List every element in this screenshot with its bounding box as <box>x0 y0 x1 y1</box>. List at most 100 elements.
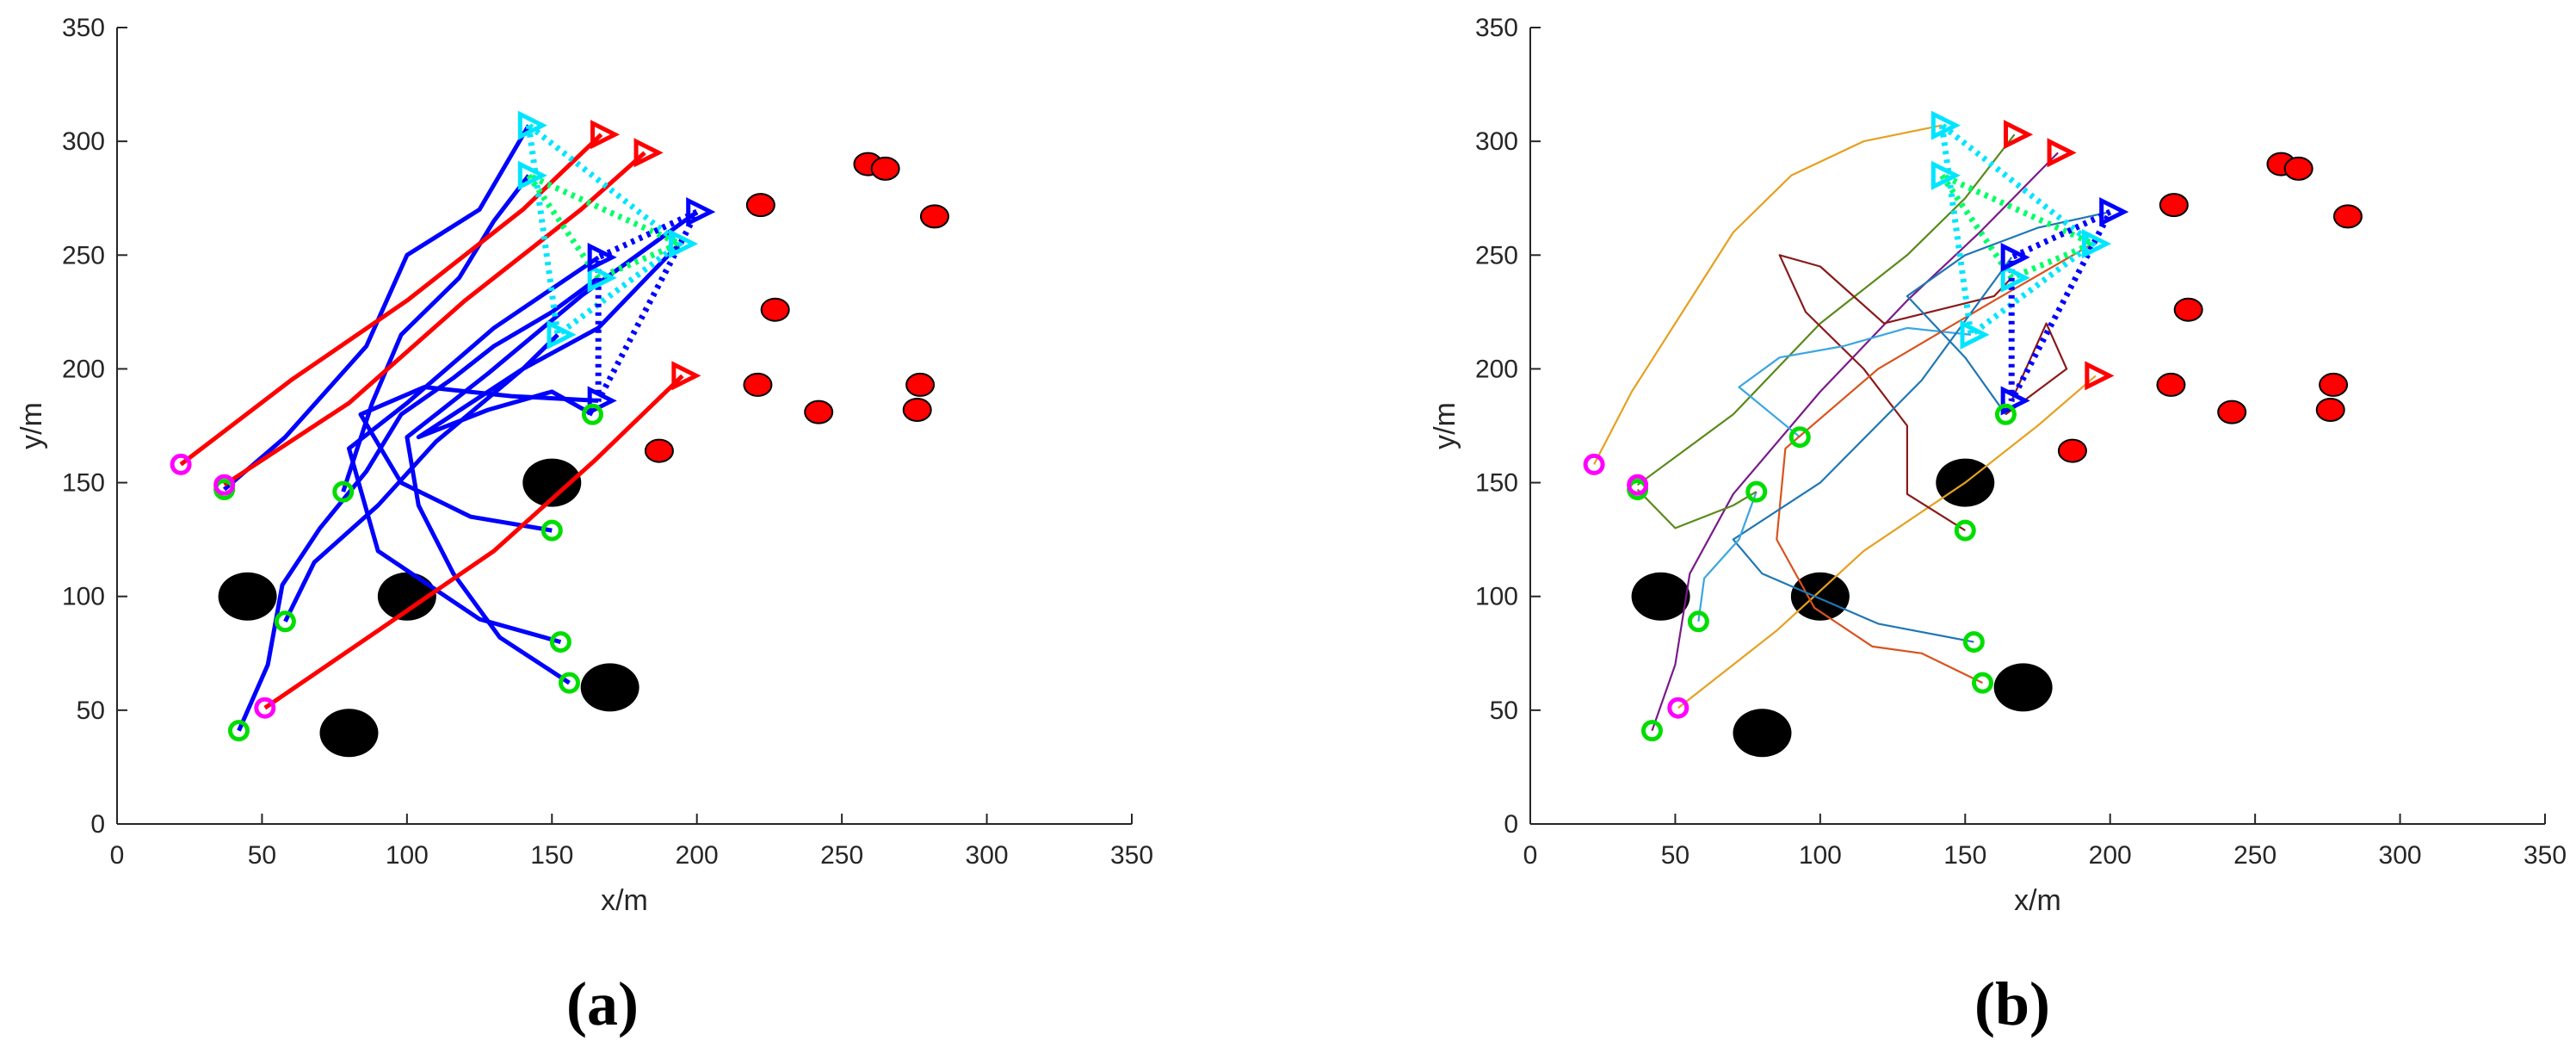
p1-start-green <box>1640 720 1663 742</box>
p0-y-tick-label: 250 <box>62 241 105 269</box>
p1-y-axis-label: y/m <box>1429 402 1461 449</box>
p1-y-tick-label: 300 <box>1475 127 1518 156</box>
p1-start-green <box>1994 403 2017 425</box>
p0-start-magenta <box>213 474 236 496</box>
p0-start-green <box>227 720 250 742</box>
p0-trajectory-primary <box>283 242 682 623</box>
p1-obstacle <box>1733 709 1792 758</box>
p1-goal-cyan <box>1960 319 1990 350</box>
p0-x-tick-label: 150 <box>530 841 573 870</box>
p0-y-tick-label: 0 <box>90 810 105 839</box>
p1-y-tick-label: 150 <box>1475 469 1518 498</box>
panel-a-chart: 0 50 100 150 200 250 300 350 0 50 100 150 200 250 300 3… <box>15 14 1153 917</box>
p0-goal-cyan <box>517 160 547 190</box>
p1-trajectory <box>1778 254 2012 532</box>
p0-goal-cyan <box>547 319 577 350</box>
p1-obstacle <box>1790 572 1850 621</box>
p0-trajectory-primary <box>405 210 699 685</box>
p0-x-tick-label: 50 <box>248 841 276 870</box>
p0-target <box>745 193 775 218</box>
p0-target <box>870 156 900 181</box>
p1-target <box>2315 398 2345 422</box>
p0-y-tick-label: 100 <box>62 583 105 611</box>
p1-trajectory <box>1593 124 1943 465</box>
p1-target <box>2217 400 2247 424</box>
p1-trajectory <box>1636 488 1757 530</box>
p1-target <box>2173 297 2203 322</box>
p0-goal-red <box>671 361 701 391</box>
p1-target <box>2332 204 2363 229</box>
p0-formation-cyan <box>525 122 685 341</box>
p0-goal-blue <box>587 386 617 416</box>
p0-target <box>644 438 674 463</box>
p0-goal-cyan <box>517 110 547 140</box>
p0-goal-blue <box>587 242 617 272</box>
p0-obstacle <box>377 572 436 621</box>
p0-obstacle <box>218 572 277 621</box>
p1-goal-cyan <box>1930 160 1961 190</box>
p1-x-tick-label: 0 <box>1523 841 1538 870</box>
p0-x-tick-label: 0 <box>110 841 125 870</box>
p1-goal-red <box>2004 120 2034 150</box>
p1-start-green <box>1788 426 1811 449</box>
p0-y-tick-label: 50 <box>77 697 105 725</box>
p0-trajectory-secondary <box>223 151 646 487</box>
p1-start-magenta <box>1583 453 1605 475</box>
p1-trajectory <box>1738 326 1972 438</box>
p1-goal-blue <box>2000 242 2030 272</box>
p1-start-green <box>1971 672 1993 694</box>
p1-formation-blue <box>2008 208 2113 403</box>
p0-target <box>743 372 773 397</box>
p0-trajectory-primary <box>416 333 594 440</box>
p1-x-tick-label: 250 <box>2233 841 2276 870</box>
p1-obstacle <box>1631 572 1690 621</box>
p1-trajectory <box>2005 322 2068 416</box>
p1-target <box>2057 438 2087 463</box>
p1-x-tick-label: 100 <box>1799 841 1842 870</box>
p1-x-axis-label: x/m <box>2014 884 2061 917</box>
p1-target <box>2159 193 2189 218</box>
p0-target <box>804 400 834 424</box>
p1-target <box>2283 156 2313 181</box>
p0-y-tick-label: 150 <box>62 469 105 498</box>
p1-goal-cyan <box>2000 263 2030 293</box>
p1-formation-green <box>1939 172 2101 282</box>
p0-formation-blue <box>595 208 700 403</box>
p1-goal-red <box>2085 361 2115 391</box>
p1-goal-red <box>2047 138 2077 168</box>
p1-target <box>2319 372 2349 397</box>
p0-start-magenta <box>170 453 192 475</box>
p0-start-green <box>332 480 355 503</box>
panel-label-b: (b) <box>1974 969 2050 1038</box>
p1-x-tick-label: 300 <box>2379 841 2422 870</box>
p0-start-magenta <box>254 697 276 719</box>
p1-x-tick-label: 50 <box>1661 841 1690 870</box>
p1-y-tick-label: 350 <box>1475 14 1518 42</box>
p0-formation-green <box>526 172 688 282</box>
p1-start-magenta <box>1627 474 1649 496</box>
p0-start-green <box>581 403 603 425</box>
p1-y-tick-label: 200 <box>1475 355 1518 383</box>
p0-trajectory-primary <box>347 255 600 645</box>
p1-x-tick-label: 200 <box>2089 841 2132 870</box>
p1-y-tick-label: 100 <box>1475 583 1518 611</box>
p1-trajectory <box>1636 133 2016 486</box>
p1-trajectory <box>1776 243 2094 684</box>
panel-b-chart: 0 50 100 150 200 250 300 350 0 50 100 150 200 250 300 3… <box>1429 14 2567 917</box>
p0-y-axis-label: y/m <box>15 402 48 449</box>
p1-target <box>2156 372 2186 397</box>
p0-x-tick-label: 100 <box>386 841 429 870</box>
p0-obstacle <box>319 709 379 758</box>
p0-obstacle <box>522 458 582 507</box>
p1-x-tick-label: 150 <box>1943 841 1986 870</box>
p1-formation-cyan <box>1938 122 2098 341</box>
p0-target <box>905 372 936 397</box>
p0-goal-cyan <box>669 229 699 259</box>
p0-target <box>919 204 949 229</box>
p1-x-tick-label: 350 <box>2523 841 2567 870</box>
p1-goal-cyan <box>2082 229 2112 259</box>
p0-goal-cyan <box>587 263 617 293</box>
p1-goal-blue <box>2000 386 2030 416</box>
p1-goal-cyan <box>1930 110 1961 140</box>
